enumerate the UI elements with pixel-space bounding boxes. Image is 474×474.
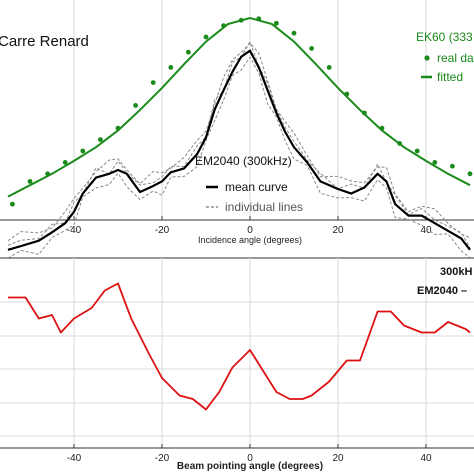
ek60-real-data-point: [450, 164, 455, 169]
ek60-real-data-point: [327, 65, 332, 70]
legend-real-data-marker: [424, 55, 429, 60]
top-x-tick-label: 40: [420, 225, 432, 236]
ek60-label: EK60 (333: [416, 30, 473, 44]
mean-curve-label: mean curve: [225, 180, 288, 194]
ek60-real-data-point: [133, 103, 138, 108]
chart-title: Carre Renard: [0, 33, 89, 50]
ek60-real-data-point: [432, 160, 437, 165]
top-x-tick-label: -40: [67, 225, 82, 236]
ek60-real-data-point: [151, 80, 156, 85]
ek60-real-data-point: [344, 92, 349, 97]
ek60-real-data-point: [274, 21, 279, 26]
panel-bottom-beam-pointing: -40 -20 0 20 40: [0, 258, 474, 464]
bottom-label-line2: EM2040 –: [417, 285, 467, 297]
bottom-x-tick-label: 20: [332, 453, 344, 464]
ek60-real-data-point: [186, 50, 191, 55]
ek60-real-data-point: [468, 171, 473, 176]
ek60-real-data-point: [256, 16, 261, 21]
ek60-real-data-point: [168, 65, 173, 70]
ek60-real-data-point: [80, 149, 85, 154]
ek60-real-data-point: [415, 149, 420, 154]
ek60-real-data-point: [221, 23, 226, 28]
ek60-real-data-point: [116, 126, 121, 131]
ek60-real-data-point: [63, 160, 68, 165]
ek60-real-data-point: [45, 171, 50, 176]
ek60-real-data-point: [239, 18, 244, 23]
ek60-real-data-point: [292, 31, 297, 36]
ek60-real-data-point: [10, 202, 15, 207]
top-x-axis-label: Incidence angle (degrees): [198, 235, 302, 245]
ek60-real-data-point: [397, 141, 402, 146]
individual-lines-label: individual lines: [225, 200, 303, 214]
ek60-real-data-point: [204, 35, 209, 40]
bottom-label-line1: 300kH: [440, 266, 472, 278]
bottom-x-axis-label: Beam pointing angle (degrees): [177, 461, 323, 472]
ek60-real-data-point: [362, 111, 367, 116]
em2040-label: EM2040 (300kHz): [195, 154, 292, 168]
bottom-x-tick-label: -20: [155, 453, 170, 464]
bottom-x-tick-label: -40: [67, 453, 82, 464]
ek60-real-data-point: [380, 126, 385, 131]
real-data-label: real da: [437, 51, 474, 65]
fitted-label: fitted: [437, 70, 463, 84]
top-x-tick-label: -20: [155, 225, 170, 236]
ek60-real-data-point: [309, 46, 314, 51]
ek60-real-data-point: [28, 179, 33, 184]
ek60-real-data-point: [98, 137, 103, 142]
top-x-tick-label: 20: [332, 225, 344, 236]
bottom-x-tick-label: 40: [420, 453, 432, 464]
